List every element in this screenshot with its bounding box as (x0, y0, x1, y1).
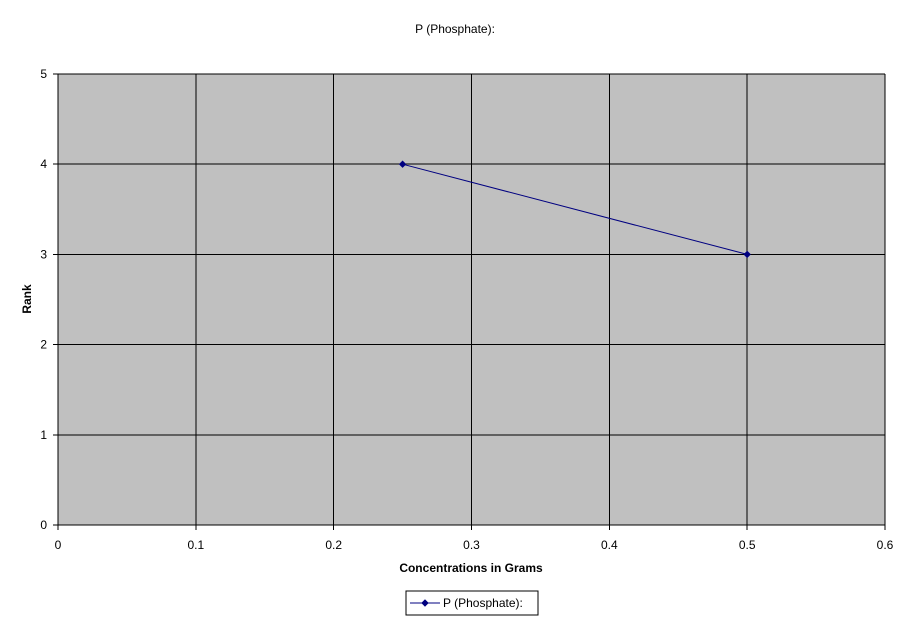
x-tick-label: 0.1 (187, 538, 204, 552)
legend-marker-swatch (421, 599, 429, 607)
y-axis-ticks: 0 1 2 3 4 5 (40, 67, 58, 532)
x-tick-label: 0.3 (463, 538, 480, 552)
series-line (402, 163, 748, 255)
legend: P (Phosphate): (405, 590, 539, 616)
x-tick-label: 0 (55, 538, 62, 552)
y-tick-label: 5 (40, 67, 47, 81)
y-tick-label: 4 (40, 157, 47, 171)
y-axis-label: Rank (20, 284, 34, 314)
data-point (743, 250, 751, 259)
y-tick-label: 3 (40, 247, 47, 261)
x-tick-label: 0.6 (877, 538, 894, 552)
x-axis-label: Concentrations in Grams (399, 561, 543, 575)
legend-entry-label: P (Phosphate): (443, 596, 523, 610)
y-tick-label: 0 (40, 518, 47, 532)
x-tick-label: 0.5 (739, 538, 756, 552)
chart-title: P (Phosphate): (415, 22, 495, 36)
y-tick-label: 2 (40, 338, 47, 352)
data-point (398, 160, 407, 168)
y-tick-label: 1 (40, 428, 47, 442)
x-tick-label: 0.4 (601, 538, 618, 552)
series-layer (398, 160, 751, 259)
x-axis-ticks: 0 0.1 0.2 0.3 0.4 0.5 0.6 (55, 525, 894, 552)
grid-lines (58, 73, 886, 525)
x-tick-label: 0.2 (325, 538, 342, 552)
